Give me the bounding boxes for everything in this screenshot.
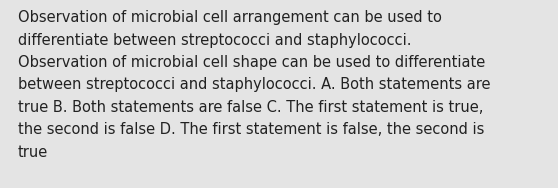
Text: differentiate between streptococci and staphylococci.: differentiate between streptococci and s… (18, 33, 411, 48)
Text: true: true (18, 145, 48, 160)
Text: Observation of microbial cell shape can be used to differentiate: Observation of microbial cell shape can … (18, 55, 485, 70)
Text: the second is false D. The first statement is false, the second is: the second is false D. The first stateme… (18, 123, 484, 137)
Text: between streptococci and staphylococci. A. Both statements are: between streptococci and staphylococci. … (18, 77, 490, 92)
Text: Observation of microbial cell arrangement can be used to: Observation of microbial cell arrangemen… (18, 10, 442, 25)
Text: true B. Both statements are false C. The first statement is true,: true B. Both statements are false C. The… (18, 100, 483, 115)
